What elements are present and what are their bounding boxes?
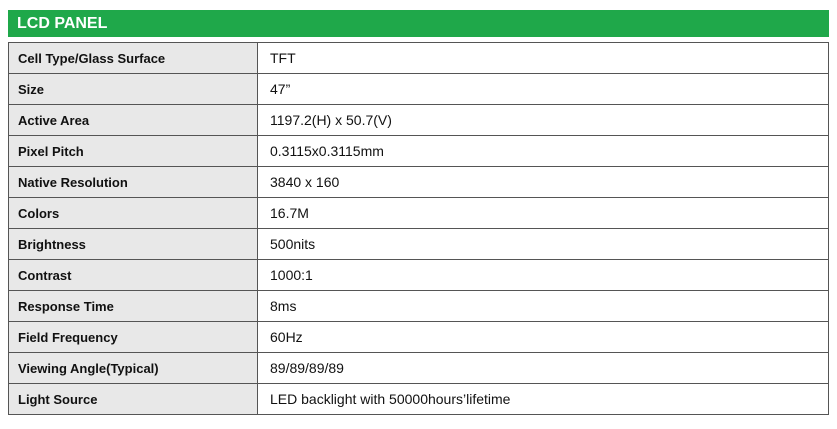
spec-label: Active Area: [8, 104, 258, 136]
table-row: Viewing Angle(Typical) 89/89/89/89: [8, 352, 829, 384]
spec-value: 0.3115x0.3115mm: [257, 135, 829, 167]
table-row: Active Area 1197.2(H) x 50.7(V): [8, 104, 829, 136]
table-row: Pixel Pitch 0.3115x0.3115mm: [8, 135, 829, 167]
spec-label: Colors: [8, 197, 258, 229]
spec-value: 1197.2(H) x 50.7(V): [257, 104, 829, 136]
table-row: Cell Type/Glass Surface TFT: [8, 42, 829, 74]
table-body: Cell Type/Glass Surface TFT Size 47” Active …: [8, 42, 829, 415]
spec-label: Pixel Pitch: [8, 135, 258, 167]
table-row: Native Resolution 3840 x 160: [8, 166, 829, 198]
spec-label: Contrast: [8, 259, 258, 291]
spec-label: Brightness: [8, 228, 258, 260]
spec-value: 3840 x 160: [257, 166, 829, 198]
table-row: Colors 16.7M: [8, 197, 829, 229]
table-row: Contrast 1000:1: [8, 259, 829, 291]
spec-label: Field Frequency: [8, 321, 258, 353]
spec-table: Cell Type/Glass Surface TFT Size 47” Active …: [8, 42, 829, 415]
spec-label: Viewing Angle(Typical): [8, 352, 258, 384]
spec-value: LED backlight with 50000hours’lifetime: [257, 383, 829, 415]
table-row: Size 47”: [8, 73, 829, 105]
spec-value: 8ms: [257, 290, 829, 322]
table-row: Response Time 8ms: [8, 290, 829, 322]
spec-label: Size: [8, 73, 258, 105]
spec-label: Response Time: [8, 290, 258, 322]
table-row: Light Source LED backlight with 50000hour…: [8, 383, 829, 415]
spec-label: Cell Type/Glass Surface: [8, 42, 258, 74]
spec-value: 47”: [257, 73, 829, 105]
spec-label: Light Source: [8, 383, 258, 415]
spec-value: TFT: [257, 42, 829, 74]
spec-label: Native Resolution: [8, 166, 258, 198]
spec-value: 60Hz: [257, 321, 829, 353]
table-row: Brightness 500nits: [8, 228, 829, 260]
spec-value: 1000:1: [257, 259, 829, 291]
spec-value: 500nits: [257, 228, 829, 260]
spec-value: 16.7M: [257, 197, 829, 229]
spec-value: 89/89/89/89: [257, 352, 829, 384]
table-row: Field Frequency 60Hz: [8, 321, 829, 353]
section-title: LCD PANEL: [8, 10, 829, 37]
